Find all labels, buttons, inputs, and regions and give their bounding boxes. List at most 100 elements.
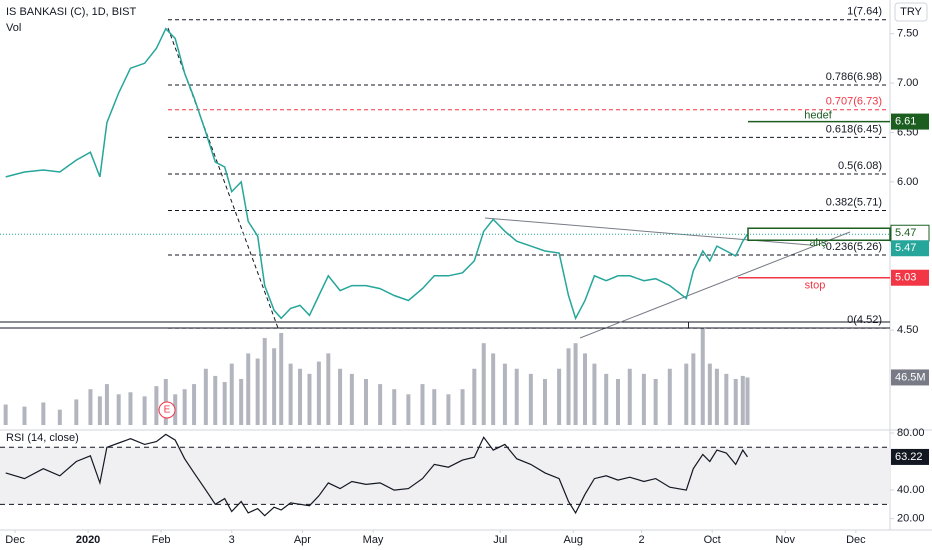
volume-bar: [740, 375, 745, 425]
volume-bar: [641, 373, 646, 425]
volume-bar: [557, 368, 562, 425]
volume-bar: [745, 377, 750, 425]
rsi-tick-label: 40.00: [897, 484, 925, 496]
level-box: [747, 227, 891, 241]
volume-bar: [446, 394, 451, 425]
volume-bar: [307, 373, 312, 425]
volume-bar: [41, 402, 46, 425]
volume-bar: [213, 375, 218, 425]
volume-bar: [528, 373, 533, 425]
volume-bar: [288, 363, 293, 425]
volume-bar: [74, 399, 79, 425]
x-tick-label: May: [363, 534, 384, 546]
y-tick-label: 4.50: [897, 324, 918, 336]
x-tick-label: 2020: [76, 534, 100, 546]
x-tick-label: Dec: [846, 534, 866, 546]
volume-bar: [583, 353, 588, 425]
volume-bar: [255, 358, 260, 425]
last-price-tag: 5.47: [895, 242, 916, 254]
volume-bar: [363, 378, 368, 425]
x-tick-label: 2: [638, 534, 644, 546]
trend-dashed: [167, 27, 279, 329]
low-label: L: [687, 321, 693, 332]
volume-bar: [542, 378, 547, 425]
volume-bar: [203, 368, 208, 425]
volume-bar: [667, 368, 672, 425]
rsi-label: RSI (14, close): [6, 432, 79, 444]
volume-bar: [392, 389, 397, 425]
fib-label: 0.236(5.26): [826, 241, 882, 253]
volume-bar: [239, 378, 244, 425]
volume-label: Vol: [6, 22, 21, 34]
earnings-marker: [158, 401, 176, 419]
x-tick-label: Apr: [294, 534, 311, 546]
triangle-lower: [579, 231, 851, 339]
volume-bar: [128, 392, 133, 425]
volume-tag-bg: [891, 369, 929, 386]
volume-bar: [246, 353, 251, 425]
volume-bar: [378, 384, 383, 425]
y-tick-label: 7.50: [897, 28, 918, 40]
rsi-line: [5, 433, 748, 517]
price-line: [5, 27, 749, 321]
volume-bar: [406, 394, 411, 425]
x-tick-label: Dec: [5, 534, 25, 546]
fib-label: 1(7.64): [847, 6, 882, 18]
volume-bar: [724, 373, 729, 425]
volume-bar: [700, 327, 705, 425]
volume-bar: [592, 363, 597, 425]
x-tick-label: Aug: [563, 534, 583, 546]
volume-bar: [298, 368, 303, 425]
volume-bar: [653, 378, 658, 425]
level-tag-bg: [891, 269, 929, 286]
volume-bar: [97, 396, 102, 425]
volume-bar: [707, 363, 712, 425]
rsi-tick-label: 20.00: [897, 512, 925, 524]
volume-bar: [272, 348, 277, 425]
volume-bar: [338, 368, 343, 425]
currency-button[interactable]: [894, 2, 928, 22]
volume-bar: [88, 389, 93, 425]
rsi-tick-label: 80.00: [897, 427, 925, 439]
level-tag-bg: [891, 113, 929, 130]
chart-title: IS BANKASI (C), 1D, BIST: [6, 6, 136, 18]
x-tick-label: 3: [229, 534, 235, 546]
volume-bar: [222, 382, 227, 425]
rsi-band: [0, 447, 890, 505]
level-label: stop: [805, 280, 826, 292]
fib-label: 0.382(5.71): [826, 196, 882, 208]
fib-label: 0(4.52): [847, 314, 882, 326]
rsi-tag-bg: [891, 448, 929, 465]
level-tag: 5.47: [895, 227, 916, 239]
volume-bar: [154, 386, 159, 425]
volume-bar: [502, 363, 507, 425]
volume-bar: [262, 338, 267, 425]
volume-bar: [182, 389, 187, 425]
level-label: alış: [809, 237, 827, 249]
volume-bar: [691, 353, 696, 425]
volume-bar: [714, 368, 719, 425]
last-price-tag-bg: [891, 240, 929, 257]
volume-tag: 46.5M: [895, 371, 926, 383]
x-tick-label: Nov: [775, 534, 795, 546]
volume-bar: [514, 368, 519, 425]
volume-bar: [142, 396, 147, 425]
volume-bar: [349, 373, 354, 425]
fib-label: 0.786(6.98): [826, 71, 882, 83]
level-tag: 6.61: [895, 115, 916, 127]
earnings-label: E: [164, 405, 171, 416]
volume-bar: [22, 406, 27, 425]
level-tag: 5.03: [895, 272, 916, 284]
volume-bar: [573, 343, 578, 425]
volume-bar: [192, 384, 197, 425]
x-tick-label: Feb: [152, 534, 171, 546]
volume-bar: [279, 332, 284, 425]
fib-label: 0.707(6.73): [826, 96, 882, 108]
volume-bar: [116, 394, 121, 425]
volume-bar: [472, 368, 477, 425]
volume-bar: [491, 353, 496, 425]
volume-bar: [733, 378, 738, 425]
currency[interactable]: TRY: [900, 6, 922, 18]
x-tick-label: Jul: [493, 534, 507, 546]
